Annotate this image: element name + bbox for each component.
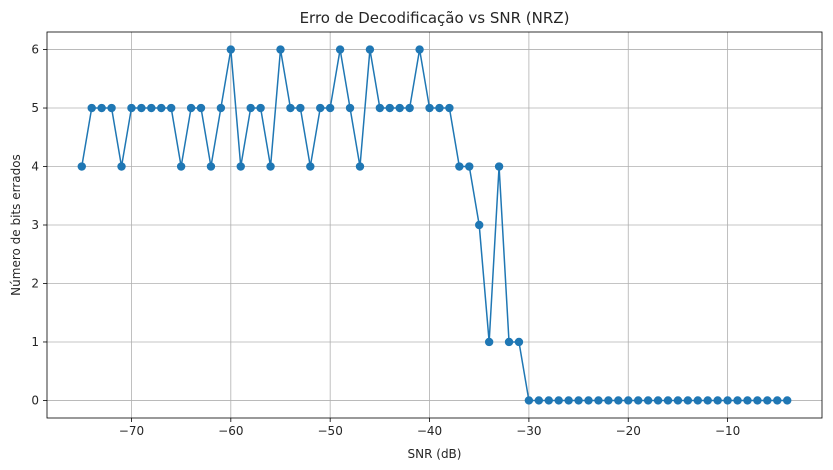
y-tick-label: 1	[31, 335, 39, 349]
data-point	[534, 396, 544, 405]
x-tick-label: −60	[218, 424, 243, 438]
y-tick-label: 2	[31, 276, 39, 290]
data-point	[425, 103, 434, 113]
data-point	[494, 162, 504, 171]
data-point	[763, 396, 772, 405]
data-point	[584, 396, 593, 405]
data-point	[445, 103, 454, 113]
data-point	[455, 162, 464, 171]
x-tick-label: −50	[318, 424, 343, 438]
data-point	[773, 396, 782, 405]
data-point	[703, 396, 712, 405]
y-tick-label: 3	[31, 218, 39, 232]
data-point	[266, 162, 275, 171]
data-point	[514, 337, 524, 347]
y-axis: 0 1 2 3 4 5 6	[31, 43, 47, 407]
series-group	[77, 45, 792, 405]
data-point	[753, 396, 762, 405]
data-point	[743, 396, 752, 405]
data-point	[127, 103, 136, 113]
data-point	[723, 396, 732, 405]
y-tick-label: 5	[31, 101, 39, 115]
data-point	[643, 396, 653, 405]
data-point	[107, 103, 116, 113]
grid	[47, 32, 822, 418]
data-point	[335, 45, 345, 54]
data-point	[345, 103, 355, 113]
data-point	[87, 103, 96, 113]
data-point	[296, 103, 305, 113]
data-point	[554, 396, 563, 405]
y-tick-label: 6	[31, 43, 39, 57]
x-tick-label: −10	[715, 424, 740, 438]
data-point	[256, 103, 265, 113]
data-point	[276, 45, 285, 54]
data-point	[286, 103, 295, 113]
data-point	[375, 103, 385, 113]
data-point	[504, 337, 514, 347]
data-point	[574, 396, 583, 405]
data-point	[206, 162, 216, 171]
data-point	[475, 220, 484, 230]
data-point	[415, 45, 424, 54]
y-tick-label: 4	[31, 160, 39, 174]
x-tick-label: −30	[516, 424, 541, 438]
x-tick-label: −40	[417, 424, 442, 438]
data-point	[544, 396, 553, 405]
data-point	[216, 103, 226, 113]
data-point	[405, 103, 414, 113]
data-point	[157, 103, 166, 113]
data-point	[673, 396, 683, 405]
data-point	[77, 162, 86, 171]
data-point	[137, 103, 146, 113]
y-axis-label: Número de bits errados	[9, 154, 23, 296]
data-point	[713, 396, 722, 405]
data-point	[395, 103, 404, 113]
data-point	[226, 45, 236, 54]
data-point	[594, 396, 603, 405]
x-tick-label: −70	[119, 424, 144, 438]
data-point	[306, 162, 315, 171]
data-point	[385, 103, 394, 113]
data-point	[186, 103, 196, 113]
data-point	[653, 396, 663, 405]
x-axis-label: SNR (dB)	[408, 447, 462, 461]
data-point	[316, 103, 325, 113]
data-point	[465, 162, 474, 171]
data-point	[176, 162, 186, 171]
data-point	[733, 396, 742, 405]
data-point	[693, 396, 703, 405]
data-point	[624, 396, 633, 405]
data-point	[147, 103, 156, 113]
data-point	[484, 337, 494, 347]
data-point	[564, 396, 573, 405]
y-tick-label: 0	[31, 393, 39, 407]
data-point	[365, 45, 375, 54]
x-tick-label: −20	[616, 424, 641, 438]
data-point	[166, 103, 176, 113]
x-axis: −70 −60 −50 −40 −30 −20 −10	[119, 418, 740, 438]
data-point	[246, 103, 255, 113]
data-point	[604, 396, 613, 405]
data-point	[783, 396, 792, 405]
data-point	[355, 162, 365, 171]
data-point	[97, 103, 106, 113]
data-point	[236, 162, 245, 171]
data-point	[325, 103, 335, 113]
data-point	[614, 396, 623, 405]
data-point	[633, 396, 643, 405]
data-point	[196, 103, 206, 113]
data-point	[663, 396, 673, 405]
data-point	[683, 396, 693, 405]
data-point	[435, 103, 444, 113]
data-point	[117, 162, 126, 171]
chart-title: Erro de Decodificação vs SNR (NRZ)	[300, 9, 570, 27]
data-point	[524, 396, 534, 405]
